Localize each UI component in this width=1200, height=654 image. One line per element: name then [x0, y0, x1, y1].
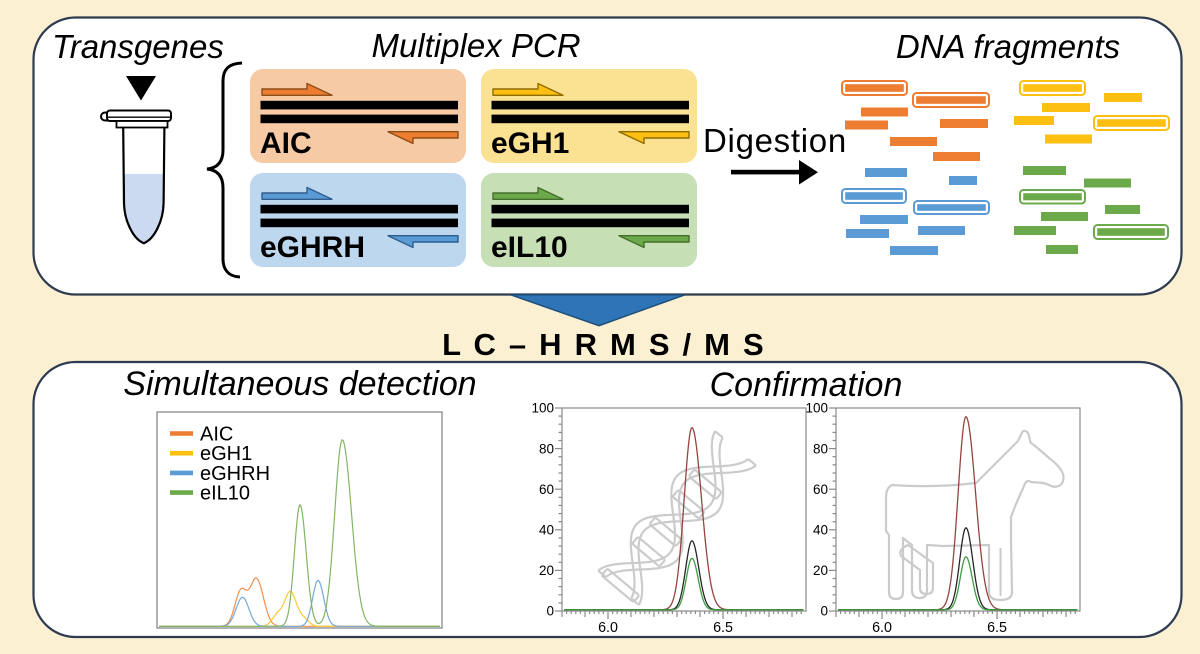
svg-text:AIC: AIC [200, 424, 233, 446]
svg-text:6.0: 6.0 [872, 620, 892, 636]
svg-text:100: 100 [805, 401, 828, 416]
svg-text:0: 0 [820, 604, 828, 619]
svg-text:Digestion: Digestion [703, 122, 847, 159]
svg-text:0: 0 [546, 604, 554, 619]
svg-text:60: 60 [813, 482, 828, 497]
svg-text:6.5: 6.5 [987, 620, 1007, 636]
svg-text:80: 80 [539, 441, 554, 456]
svg-text:40: 40 [813, 523, 828, 538]
svg-text:eIL10: eIL10 [200, 483, 250, 505]
svg-text:eGH1: eGH1 [200, 443, 252, 465]
svg-text:Multiplex PCR: Multiplex PCR [371, 27, 580, 64]
svg-text:Transgenes: Transgenes [52, 28, 224, 65]
svg-text:AIC: AIC [260, 127, 312, 160]
svg-text:40: 40 [539, 523, 554, 538]
svg-text:Confirmation: Confirmation [710, 366, 903, 404]
svg-text:Simultaneous detection: Simultaneous detection [123, 365, 476, 403]
svg-text:eGH1: eGH1 [491, 127, 569, 160]
svg-text:20: 20 [539, 563, 554, 578]
svg-text:6.0: 6.0 [598, 620, 618, 636]
svg-text:eGHRH: eGHRH [260, 231, 365, 264]
svg-text:20: 20 [813, 563, 828, 578]
svg-text:eIL10: eIL10 [491, 231, 568, 264]
svg-text:L C – H R M S / M S: L C – H R M S / M S [442, 327, 766, 362]
svg-text:DNA fragments: DNA fragments [896, 28, 1120, 65]
svg-text:eGHRH: eGHRH [200, 463, 270, 485]
svg-text:80: 80 [813, 441, 828, 456]
svg-text:60: 60 [539, 482, 554, 497]
svg-text:6.5: 6.5 [713, 620, 733, 636]
svg-text:100: 100 [531, 401, 554, 416]
